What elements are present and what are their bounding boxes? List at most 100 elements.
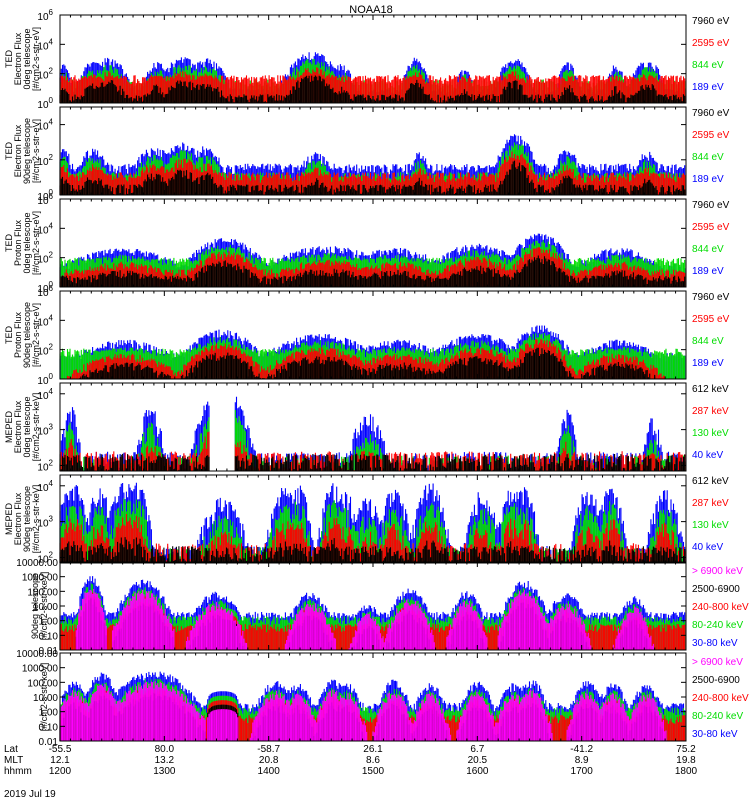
legend-entry: 7960 eV [692,292,730,303]
legend-entry: 287 keV [692,406,729,417]
panel-1: 100 102 104 106 TED Electron Flux 0deg telesco… [4,8,730,111]
ytick-label: 102 [37,343,53,358]
legend-entry: 287 keV [692,498,729,509]
ylabel-line: [#/cm2-s-str-keV] [39,572,49,641]
time-tick-label: 1800 [675,766,698,777]
ytick-label: 0.01 [39,737,59,748]
ytick-label: 106 [37,192,53,207]
ytick-label: 10000.00 [16,558,58,569]
ytick-label: 100 [37,188,53,203]
ylabel-line: 0deg telescope [22,28,32,89]
panel-1-legend: 7960 eV 2595 eV 844 eV 189 eV [692,16,730,93]
time-tick-label: 1400 [258,766,281,777]
panel-4: 100 102 104 106 TED Proton Flux 90deg telescop… [4,284,730,387]
ytick-label: 10000.00 [16,649,58,660]
legend-entry: > 6900 keV [692,657,743,668]
panel-3: 100 102 104 106 TED Proton Flux 0deg telescope… [4,192,730,295]
ylabel-line: [#/cm2-s-str-keV] [31,485,41,554]
ytick-label: 106 [37,284,53,299]
panel-5-legend: 612 keV 287 keV 130 keV 40 keV [692,384,729,461]
ylabel-line: Electron Flux [13,400,23,453]
legend-entry: 40 keV [692,542,723,553]
legend-entry: 2500-6900 [692,675,740,686]
time-tick-label: 20.5 [468,755,488,766]
panel-3-legend: 7960 eV 2595 eV 844 eV 189 eV [692,200,730,277]
ytick-label: 100 [37,280,53,295]
legend-entry: 30-80 keV [692,638,738,649]
time-tick-label: 8.6 [366,755,380,766]
panel-6-data [59,482,686,563]
panel-7-legend: > 6900 keV 2500-6900 240-800 keV 80-240 keV… [692,566,749,649]
ylabel-line: TED [4,325,14,344]
legend-entry: 7960 eV [692,16,730,27]
ytick-label: 0.01 [39,646,59,657]
panel-6: 102 103 104 MEPED Electron Flux 90deg telesco… [4,474,729,565]
time-tick-label: -58.7 [257,744,280,755]
panel-8-legend: > 6900 keV 2500-6900 240-800 keV 80-240 keV… [692,657,749,740]
legend-entry: 189 eV [692,266,724,277]
ylabel-line: 90deg telescope [30,573,40,639]
ylabel-line: 90deg telescope [22,118,32,184]
panel-8-data [59,671,686,741]
panel-1-data [59,52,686,103]
ytick-label: 100.00 [27,678,58,689]
panel-8: 0.01 0.10 1.00 10.00 100.00 1000.00 10000.00 [#… [16,649,749,748]
time-tick-label: 1700 [571,766,594,777]
ylabel-line: TED [4,49,14,68]
ytick-label: 104 [37,37,53,52]
ytick-label: 100 [37,96,53,111]
legend-entry: 2500-6900 [692,584,740,595]
ytick-label: 0.10 [39,722,59,733]
ylabel-line: [#/cm2-s-str-keV] [39,663,49,732]
time-tick-label: 80.0 [155,744,175,755]
time-tick-label: 12.1 [50,755,70,766]
time-tick-label: -55.5 [49,744,72,755]
series-1-marks [75,589,654,650]
panel-5: 102 103 104 MEPED Electron Flux 0deg telescop… [4,382,729,473]
legend-entry: 130 keV [692,428,729,439]
time-row-label: hhmm [4,766,32,777]
ytick-label: 10.00 [33,693,58,704]
ytick-label: 0.10 [39,631,59,642]
ytick-label: 102 [37,67,53,82]
time-row-label: Lat [4,744,18,755]
legend-entry: 189 eV [692,358,724,369]
ytick-label: 104 [37,479,53,494]
ytick-label: 102 [37,251,53,266]
legend-entry: 7960 eV [692,108,730,119]
time-tick-label: 20.8 [259,755,279,766]
panel-7: 0.01 0.10 1.00 10.00 100.00 1000.00 10000.00 90… [16,558,749,657]
time-row-label: MLT [4,755,23,766]
ylabel-line: [#/cm2-s-str-eV] [31,211,41,275]
ylabel-line: [#/cm2-s-str-eV] [31,303,41,367]
time-tick-label: 1600 [466,766,489,777]
time-tick-label: 19.8 [676,755,696,766]
legend-entry: 612 keV [692,476,729,487]
series-2-marks [59,692,666,741]
ylabel-line: [#/cm2-s-str-eV] [31,27,41,91]
ylabel-line: [#/cm2-s-str-keV] [31,393,41,462]
legend-entry: 844 eV [692,152,724,163]
ylabel-line: TED [4,233,14,252]
ytick-label: 10.00 [33,602,58,613]
ylabel-line: Electron Flux [13,492,23,545]
ytick-label: 1000.00 [22,664,59,675]
time-tick-label: 13.2 [155,755,175,766]
ytick-label: 100.00 [27,587,58,598]
ytick-label: 103 [37,515,53,530]
ylabel-line: 90deg telescope [22,486,32,552]
legend-entry: 240-800 keV [692,602,749,613]
ylabel-line: 0deg telescope [22,396,32,457]
time-tick-label: 1300 [153,766,176,777]
legend-entry: 189 eV [692,174,724,185]
legend-entry: > 6900 keV [692,566,743,577]
time-tick-label: -41.2 [570,744,593,755]
ylabel-line: Electron Flux [13,32,23,85]
ylabel-line: Electron Flux [13,124,23,177]
ytick-label: 1.00 [39,708,59,719]
ylabel-line: [#/cm2-s-str-eV] [31,119,41,183]
legend-entry: 2595 eV [692,130,730,141]
